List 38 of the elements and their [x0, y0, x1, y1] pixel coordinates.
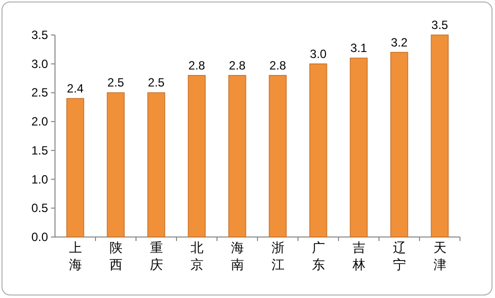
x-tick-label: 吉林	[351, 240, 366, 272]
bar	[268, 75, 287, 238]
data-label: 2.4	[66, 81, 84, 96]
x-tick-label: 北京	[190, 240, 204, 272]
y-tick-label: 1.0	[31, 172, 48, 186]
y-tick-label: 1.5	[31, 143, 48, 158]
bar	[188, 75, 206, 238]
bar	[390, 52, 408, 238]
data-label: 2.5	[148, 76, 165, 90]
bar	[66, 98, 84, 238]
bar	[309, 63, 328, 238]
y-tick-label: 3.5	[31, 28, 48, 42]
data-label: 2.8	[269, 58, 286, 72]
data-label: 3.1	[350, 41, 368, 56]
x-tick-label: 浙江	[271, 240, 284, 272]
y-tick-label: 0.5	[31, 201, 48, 216]
data-label: 2.8	[228, 58, 246, 72]
y-tick-label: 0.0	[31, 230, 48, 244]
x-tick-label: 上海	[68, 240, 82, 272]
x-tick-label: 天津	[433, 240, 446, 272]
x-tick-label: 海南	[230, 240, 244, 272]
data-label: 2.8	[188, 58, 206, 72]
y-tick-label: 3.0	[31, 56, 48, 71]
y-tick-label: 2.0	[31, 114, 48, 129]
x-tick-label: 重庆	[150, 240, 163, 272]
data-label: 3.2	[390, 35, 408, 50]
bar	[106, 92, 125, 238]
y-tick-label: 2.5	[31, 86, 48, 100]
data-label: 3.0	[310, 46, 327, 61]
x-tick-label: 辽宁	[392, 240, 406, 272]
data-label: 2.5	[107, 76, 124, 90]
bar	[430, 34, 449, 238]
bar	[147, 92, 166, 238]
bar	[228, 75, 246, 238]
bar	[350, 58, 368, 238]
x-tick-label: 广东	[312, 240, 325, 272]
data-label: 3.5	[431, 18, 448, 32]
x-tick-label: 陕西	[109, 240, 122, 272]
